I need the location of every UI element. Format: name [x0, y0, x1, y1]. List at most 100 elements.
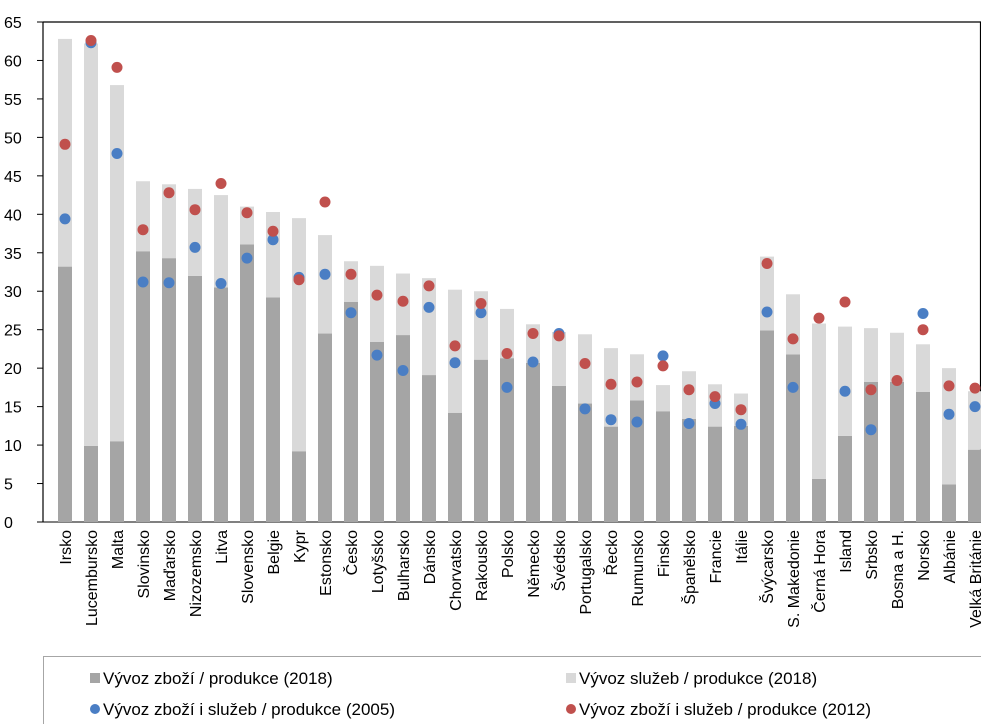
category-label: Rakousko — [474, 530, 491, 601]
bar-services — [656, 385, 670, 412]
bar-services — [188, 188, 202, 276]
marker-2012 — [475, 298, 487, 310]
bar-services — [552, 332, 566, 386]
bar-goods — [786, 354, 800, 522]
bar-goods — [838, 435, 852, 522]
category-label: Černá Hora — [810, 530, 829, 613]
y-tick-label: 40 — [4, 207, 22, 224]
marker-2012 — [735, 404, 747, 416]
marker-2012 — [761, 258, 773, 270]
marker-2005 — [59, 213, 71, 225]
bar-goods — [864, 382, 878, 522]
marker-2005 — [865, 424, 877, 436]
chart: 0 5 10 15 20 25 30 35 40 45 50 55 60 65 Irsko Lucembur… — [4, 15, 981, 628]
bar-goods — [448, 412, 462, 522]
marker-2012 — [189, 204, 201, 216]
category-label: Belgie — [266, 530, 283, 575]
bar-services — [838, 326, 852, 436]
bar-services — [136, 181, 150, 252]
marker-2005 — [761, 306, 773, 318]
bar-goods — [474, 359, 488, 522]
bar-goods — [396, 335, 410, 522]
marker-2012 — [969, 382, 981, 394]
bars — [58, 38, 981, 523]
marker-2005 — [475, 307, 487, 319]
bar-goods — [942, 484, 956, 522]
category-label: Estonsko — [318, 530, 335, 596]
y-tick-label: 50 — [4, 130, 22, 147]
category-label: Nizozemsko — [188, 530, 205, 617]
bar-goods — [630, 400, 644, 522]
category-label: Bosna a H. — [890, 530, 907, 609]
bar-goods — [682, 418, 696, 522]
bar-goods — [292, 451, 306, 522]
category-label: Slovinsko — [136, 530, 153, 599]
bar-services — [292, 218, 306, 452]
bar-services — [474, 291, 488, 360]
category-label: Irsko — [58, 530, 75, 565]
y-tick-label: 10 — [4, 438, 22, 455]
marker-2012 — [371, 289, 383, 301]
marker-2012 — [839, 296, 851, 308]
bar-goods — [422, 375, 436, 522]
bar-services — [110, 85, 124, 442]
marker-2012 — [813, 312, 825, 324]
bar-services — [864, 328, 878, 382]
category-label: Norsko — [916, 530, 933, 581]
marker-2005 — [241, 252, 253, 264]
category-label: Finsko — [656, 530, 673, 577]
marker-2005 — [501, 381, 513, 393]
category-labels: Irsko Lucembursko Malta Slovinsko Maďarsko Ni… — [58, 529, 981, 628]
bar-goods — [58, 266, 72, 522]
category-label: Albánie — [942, 530, 959, 583]
category-label: Itálie — [734, 530, 751, 564]
marker-2012 — [423, 280, 435, 292]
category-label: Chorvatsko — [448, 530, 465, 611]
marker-2012 — [579, 358, 591, 370]
category-label: Portugalsko — [578, 530, 595, 615]
bar-services — [968, 391, 981, 450]
marker-2005 — [917, 308, 929, 320]
category-label: Polsko — [500, 530, 517, 578]
marker-2012 — [501, 348, 513, 360]
marker-2005 — [137, 276, 149, 288]
marker-2012 — [397, 295, 409, 307]
category-label: Španělsko — [680, 530, 699, 605]
marker-2005 — [267, 234, 279, 246]
marker-2005 — [683, 418, 695, 430]
bar-services — [58, 38, 72, 267]
bar-goods — [110, 441, 124, 522]
marker-2005 — [423, 301, 435, 313]
bar-goods — [240, 244, 254, 523]
bar-goods — [656, 411, 670, 522]
legend-swatch-goods — [90, 673, 100, 683]
bar-goods — [552, 385, 566, 522]
legend-label-2012: Vývoz zboží i služeb / produkce (2012) — [579, 700, 871, 719]
bar-services — [916, 344, 930, 392]
category-label: Velká Británie — [968, 530, 981, 628]
y-tick-label: 15 — [4, 400, 22, 417]
marker-2005 — [787, 381, 799, 393]
marker-2012 — [241, 207, 253, 219]
marker-2012 — [319, 196, 331, 208]
category-label: Švédsko — [550, 530, 569, 591]
legend-label-2005: Vývoz zboží i služeb / produkce (2005) — [103, 700, 395, 719]
marker-2012 — [787, 333, 799, 345]
marker-2005 — [449, 357, 461, 369]
legend: Vývoz zboží / produkce (2018) Vývoz služ… — [43, 656, 981, 724]
marker-2012 — [267, 225, 279, 237]
marker-2012 — [657, 360, 669, 372]
legend-item-goods: Vývoz zboží / produkce (2018) — [90, 669, 333, 689]
marker-2012 — [59, 138, 71, 150]
category-label: Bulharsko — [396, 530, 413, 601]
bar-services — [214, 195, 228, 288]
bar-goods — [266, 297, 280, 522]
marker-2012 — [527, 328, 539, 340]
category-label: Francie — [708, 530, 725, 583]
bar-goods — [214, 287, 228, 522]
marker-2012 — [553, 330, 565, 342]
bar-goods — [344, 302, 358, 522]
marker-2005 — [657, 350, 669, 362]
bar-services — [422, 278, 436, 376]
bar-goods — [500, 358, 514, 522]
